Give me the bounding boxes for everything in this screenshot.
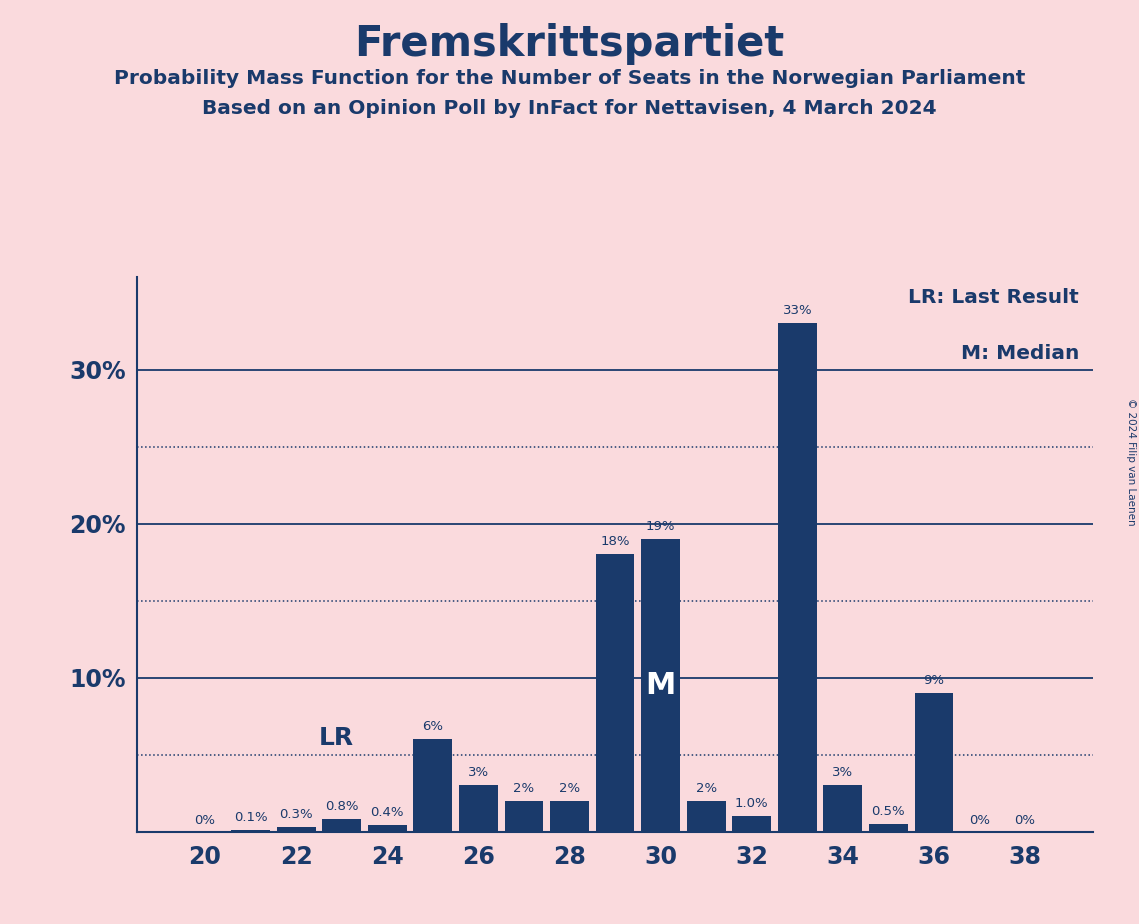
- Bar: [550, 801, 589, 832]
- Bar: [277, 827, 316, 832]
- Bar: [823, 785, 862, 832]
- Bar: [778, 323, 817, 832]
- Text: Probability Mass Function for the Number of Seats in the Norwegian Parliament: Probability Mass Function for the Number…: [114, 69, 1025, 89]
- Text: M: Median: M: Median: [960, 344, 1079, 363]
- Text: 0.1%: 0.1%: [233, 811, 268, 824]
- Text: 3%: 3%: [468, 766, 489, 779]
- Text: 2%: 2%: [696, 782, 716, 795]
- Text: Fremskrittspartiet: Fremskrittspartiet: [354, 23, 785, 65]
- Text: 0.5%: 0.5%: [871, 805, 906, 818]
- Bar: [915, 693, 953, 832]
- Text: 1.0%: 1.0%: [735, 797, 769, 810]
- Text: Based on an Opinion Poll by InFact for Nettavisen, 4 March 2024: Based on an Opinion Poll by InFact for N…: [203, 99, 936, 118]
- Text: LR: LR: [319, 726, 354, 750]
- Bar: [641, 539, 680, 832]
- Text: 33%: 33%: [782, 304, 812, 317]
- Bar: [231, 830, 270, 832]
- Text: 0.3%: 0.3%: [279, 808, 313, 821]
- Bar: [869, 824, 908, 832]
- Text: LR: Last Result: LR: Last Result: [908, 288, 1079, 308]
- Text: 0.4%: 0.4%: [370, 807, 404, 820]
- Text: 2%: 2%: [514, 782, 534, 795]
- Bar: [732, 816, 771, 832]
- Bar: [322, 820, 361, 832]
- Text: © 2024 Filip van Laenen: © 2024 Filip van Laenen: [1126, 398, 1136, 526]
- Text: 9%: 9%: [924, 674, 944, 687]
- Text: 0%: 0%: [969, 814, 990, 827]
- Text: 0%: 0%: [195, 814, 215, 827]
- Text: 0%: 0%: [1015, 814, 1035, 827]
- Bar: [687, 801, 726, 832]
- Text: 6%: 6%: [423, 720, 443, 733]
- Text: 19%: 19%: [646, 520, 675, 533]
- Text: 3%: 3%: [833, 766, 853, 779]
- Text: 2%: 2%: [559, 782, 580, 795]
- Text: 0.8%: 0.8%: [325, 800, 359, 813]
- Bar: [413, 739, 452, 832]
- Bar: [596, 554, 634, 832]
- Bar: [505, 801, 543, 832]
- Text: M: M: [646, 671, 675, 699]
- Bar: [368, 825, 407, 832]
- Bar: [459, 785, 498, 832]
- Text: 18%: 18%: [600, 535, 630, 548]
